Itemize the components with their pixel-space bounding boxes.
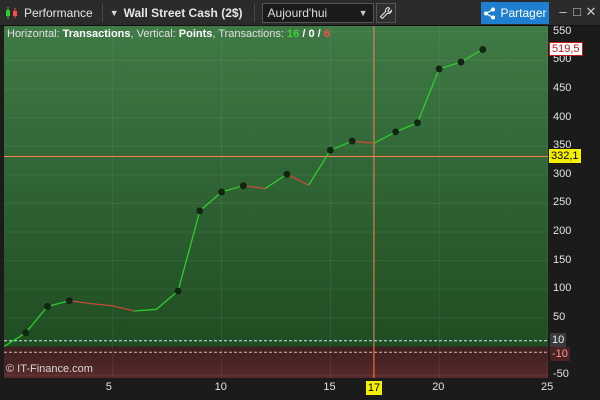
caret-down-icon: ▼ bbox=[109, 7, 119, 18]
loss-segment bbox=[69, 300, 92, 305]
legend-slash: / bbox=[299, 28, 309, 40]
gain-segment bbox=[221, 185, 244, 193]
toolbar-divider bbox=[253, 3, 255, 22]
y-tick-label: 50 bbox=[553, 310, 566, 323]
data-point bbox=[479, 46, 487, 53]
gain-segment bbox=[155, 290, 179, 310]
toolbar-divider bbox=[101, 3, 103, 22]
gain-segment bbox=[134, 308, 157, 312]
close-icon: ✕ bbox=[585, 4, 597, 19]
loss-segment bbox=[90, 302, 113, 307]
gain-segment bbox=[47, 300, 70, 308]
y-tick-label: 550 bbox=[553, 24, 572, 37]
close-button[interactable]: ✕ bbox=[584, 4, 598, 20]
gain-segment bbox=[199, 191, 223, 212]
data-point bbox=[414, 119, 421, 127]
minimize-icon: – bbox=[559, 4, 567, 19]
instrument-label: Wall Street Cash (2$) bbox=[123, 5, 243, 20]
gain-segment bbox=[460, 48, 484, 63]
share-button[interactable]: Partager bbox=[481, 2, 549, 24]
data-point bbox=[392, 128, 400, 136]
gain-segment bbox=[330, 140, 353, 151]
legend-h-prefix: Horizontal: bbox=[7, 28, 63, 40]
candlestick-icon bbox=[6, 6, 17, 19]
gain-segment bbox=[416, 68, 440, 123]
profit-zone bbox=[4, 26, 548, 347]
data-point bbox=[457, 58, 465, 66]
data-point bbox=[283, 170, 291, 178]
legend-h-value: Transactions bbox=[62, 28, 131, 40]
gain-segment bbox=[4, 332, 27, 348]
x-tick-label: 5 bbox=[105, 381, 112, 393]
loss-segment bbox=[286, 173, 309, 186]
y-tick-label: 100 bbox=[553, 282, 572, 295]
legend-losses: 6 bbox=[323, 28, 330, 40]
crosshair-x-tag: 17 bbox=[365, 381, 383, 395]
legend-wins: 16 bbox=[287, 28, 300, 40]
loss-segment bbox=[243, 185, 266, 190]
data-point bbox=[44, 303, 51, 310]
toolbar: Performance ▼ Wall Street Cash (2$) Aujo… bbox=[0, 0, 600, 26]
loss-segment bbox=[352, 140, 374, 144]
y-tick-label: 250 bbox=[553, 196, 572, 209]
band-upper-tag: 10 bbox=[550, 332, 567, 347]
restore-button[interactable]: □ bbox=[570, 4, 584, 20]
legend-flat: 0 bbox=[308, 28, 315, 40]
share-label: Partager bbox=[500, 6, 547, 20]
period-select[interactable]: Aujourd'hui ▼ bbox=[261, 2, 374, 23]
share-icon bbox=[484, 7, 496, 19]
data-point bbox=[22, 329, 30, 337]
copyright-text: © IT-Finance.com bbox=[6, 363, 93, 375]
gain-segment bbox=[395, 122, 418, 133]
data-point bbox=[326, 146, 334, 154]
y-tick-label: 450 bbox=[553, 81, 572, 94]
chevron-down-icon: ▼ bbox=[358, 7, 368, 18]
y-tick-label: 300 bbox=[553, 167, 572, 180]
settings-button[interactable] bbox=[375, 2, 396, 23]
data-point bbox=[348, 137, 356, 145]
legend-v-prefix: , Vertical: bbox=[130, 28, 179, 40]
gain-segment bbox=[308, 149, 331, 186]
data-point bbox=[239, 182, 247, 190]
legend-slash: / bbox=[314, 28, 324, 40]
chart-legend: Horizontal: Transactions, Vertical: Poin… bbox=[7, 28, 330, 40]
instrument-selector[interactable]: ▼ Wall Street Cash (2$) bbox=[106, 6, 251, 20]
gain-segment bbox=[373, 131, 396, 144]
data-point bbox=[196, 207, 204, 215]
performance-chart[interactable] bbox=[4, 26, 548, 378]
x-tick-label: 15 bbox=[323, 381, 336, 393]
performance-menu[interactable]: Performance bbox=[0, 0, 99, 26]
y-tick-label: -50 bbox=[553, 368, 569, 381]
wrench-icon bbox=[379, 6, 392, 19]
gain-segment bbox=[264, 173, 288, 190]
y-tick-label: 150 bbox=[553, 253, 572, 266]
x-tick-label: 10 bbox=[214, 381, 227, 393]
period-value: Aujourd'hui bbox=[267, 5, 328, 20]
crosshair-y-tag: 332,1 bbox=[549, 149, 581, 164]
y-tick-label: 400 bbox=[553, 110, 572, 123]
band-lower-tag: -10 bbox=[550, 347, 570, 362]
legend-v-value: Points bbox=[178, 28, 213, 40]
gain-segment bbox=[25, 306, 49, 334]
data-point bbox=[435, 65, 443, 73]
y-tick-label: 200 bbox=[553, 225, 572, 238]
y-axis[interactable]: 550 500 450 400 350 300 250 200 150 100 50 -50 10 -10… bbox=[548, 24, 600, 381]
data-point bbox=[174, 287, 182, 295]
x-axis[interactable]: 5 10 15 20 25 17 bbox=[0, 378, 600, 400]
x-tick-label: 25 bbox=[541, 381, 554, 393]
legend-t-prefix: , Transactions: bbox=[212, 28, 288, 40]
y-tick-label: 350 bbox=[553, 139, 572, 152]
gain-segment bbox=[177, 210, 201, 292]
performance-label: Performance bbox=[24, 5, 93, 20]
data-point bbox=[65, 297, 73, 305]
x-tick-label: 20 bbox=[432, 381, 445, 393]
data-point bbox=[218, 188, 226, 196]
last-value-tag: 519,5 bbox=[549, 42, 583, 57]
gain-segment bbox=[439, 61, 462, 70]
loss-segment bbox=[112, 305, 135, 312]
restore-icon: □ bbox=[573, 4, 581, 19]
minimize-button[interactable]: – bbox=[556, 4, 570, 20]
